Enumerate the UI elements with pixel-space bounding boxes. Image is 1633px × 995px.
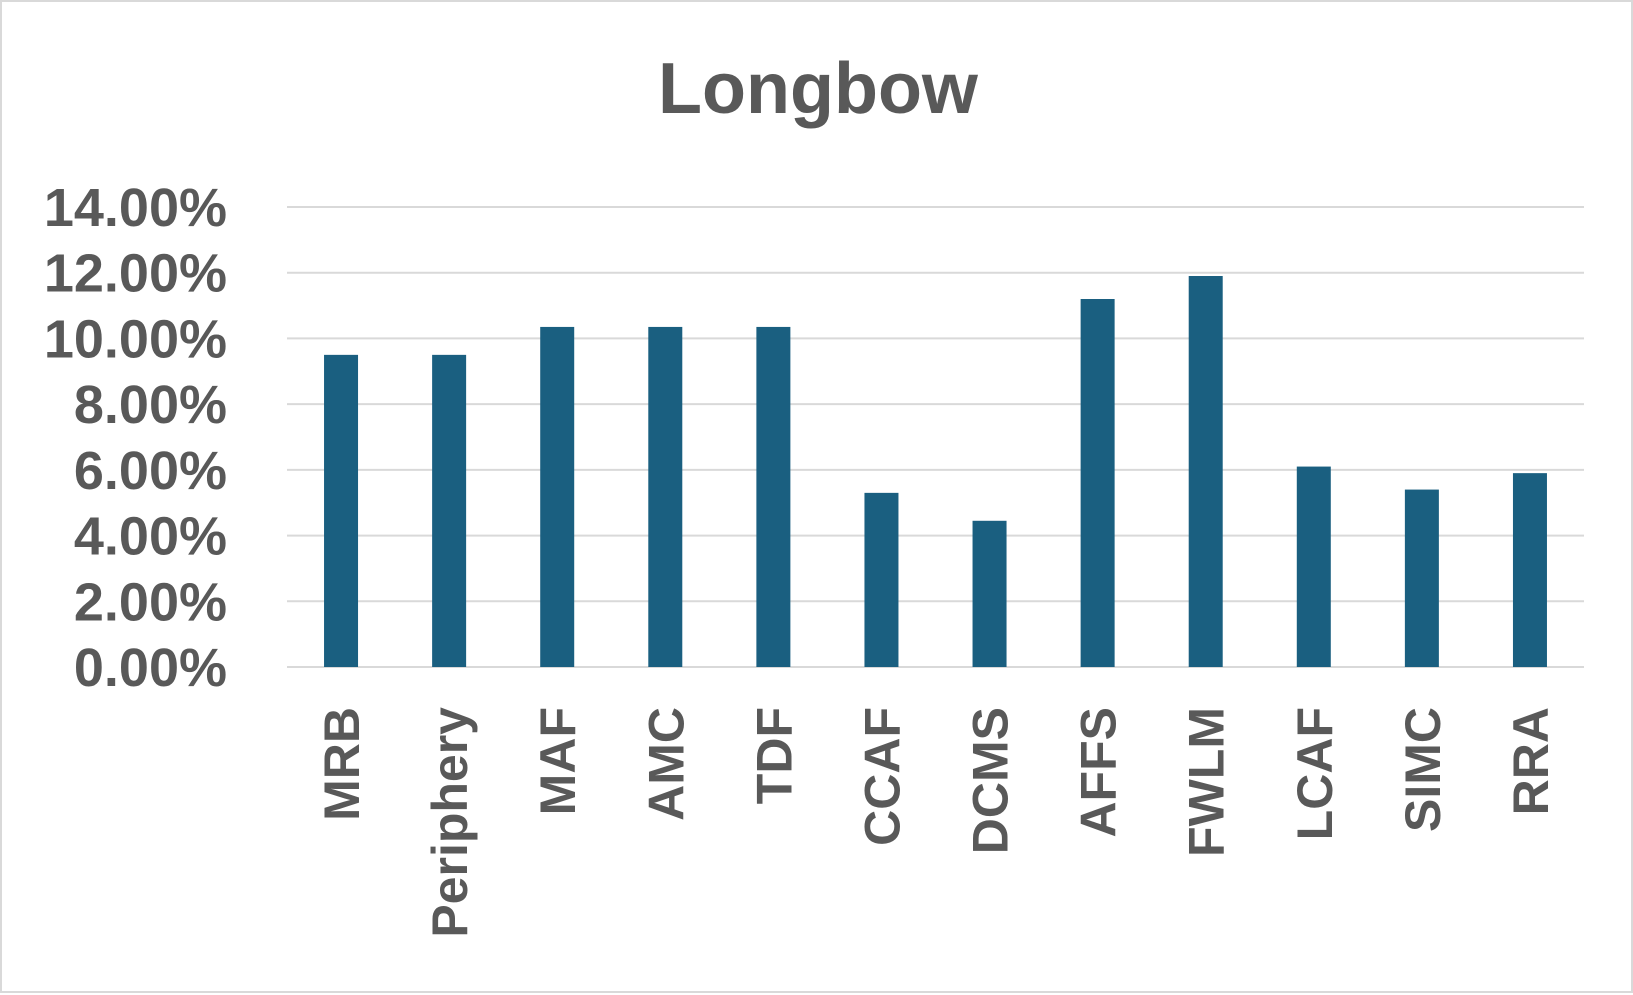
bar-fwlm xyxy=(1188,276,1223,667)
y-tick-label: 14.00% xyxy=(44,178,227,238)
y-tick-label: 8.00% xyxy=(74,375,227,435)
bar-rra xyxy=(1512,473,1547,667)
y-tick-label: 0.00% xyxy=(74,638,227,698)
x-category-label: MAF xyxy=(530,707,586,815)
bar-dcms xyxy=(972,520,1007,667)
bars xyxy=(324,276,1547,667)
bar-mrb xyxy=(324,354,359,667)
y-axis-tick-labels: 0.00%2.00%4.00%6.00%8.00%10.00%12.00%14.… xyxy=(44,178,227,698)
x-category-label: CCAF xyxy=(854,707,910,846)
y-tick-label: 10.00% xyxy=(44,309,227,369)
bar-ccaf xyxy=(864,492,899,667)
x-category-label: Periphery xyxy=(422,707,478,938)
bar-simc xyxy=(1404,489,1439,667)
x-category-label: AMC xyxy=(638,707,694,821)
y-tick-label: 4.00% xyxy=(74,507,227,567)
y-tick-label: 2.00% xyxy=(74,572,227,632)
y-tick-label: 12.00% xyxy=(44,244,227,304)
bar-affs xyxy=(1080,299,1115,667)
bar-amc xyxy=(648,326,683,667)
gridlines xyxy=(287,206,1584,668)
x-category-label: RRA xyxy=(1503,707,1559,815)
x-category-label: LCAF xyxy=(1287,707,1343,840)
x-category-label: TDF xyxy=(746,707,802,804)
chart-title: Longbow xyxy=(658,49,979,129)
bar-maf xyxy=(540,326,575,667)
y-tick-label: 6.00% xyxy=(74,441,227,501)
bar-lcaf xyxy=(1296,466,1331,667)
x-category-label: MRB xyxy=(314,707,370,821)
x-axis-category-labels: MRB Periphery MAF AMC TDF CCAF DCMS AFFS FWLM LCA… xyxy=(314,707,1559,938)
x-category-label: AFFS xyxy=(1071,707,1127,838)
x-category-label: SIMC xyxy=(1395,707,1451,832)
x-category-label: FWLM xyxy=(1179,707,1235,857)
bar-tdf xyxy=(756,326,791,667)
x-category-label: DCMS xyxy=(963,707,1019,854)
bar-periphery xyxy=(432,354,467,667)
